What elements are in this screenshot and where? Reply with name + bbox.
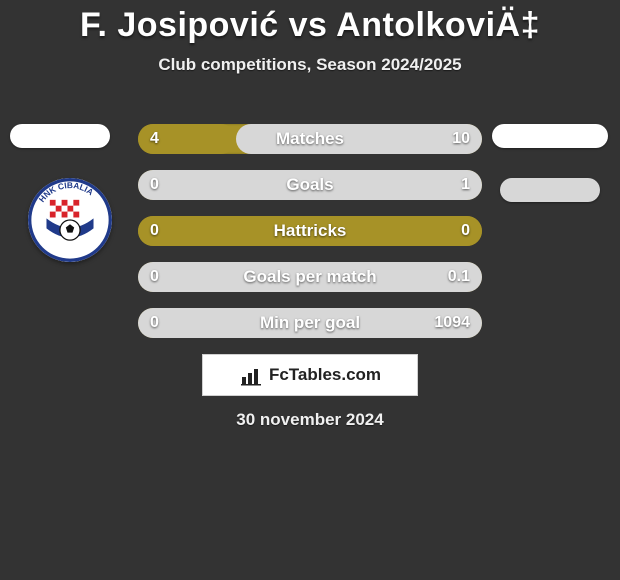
club-badge-left: HNK CIBALIA [28,178,112,262]
bar-chart-icon [239,363,263,387]
stat-row: Min per goal0 1094 [138,308,482,338]
club-badge-icon: HNK CIBALIA [28,178,112,262]
player-right-avatar [492,124,608,148]
player-right-club-avatar [500,178,600,202]
stat-value-right: 0 [461,216,470,246]
stat-label: Min per goal [138,308,482,338]
stat-value-left: 0 [150,308,159,338]
stat-value-right: 1 [461,170,470,200]
stat-value-left: 0 [150,170,159,200]
player-left-avatar [10,124,110,148]
stat-value-right: 10 [452,124,470,154]
stat-value-right: 1094 [434,308,470,338]
stat-row: Goals per match0 0.1 [138,262,482,292]
stat-row: Matches4 10 [138,124,482,154]
subtitle: Club competitions, Season 2024/2025 [0,55,620,75]
stats-bars: Matches410Goals01Hattricks00Goals per ma… [138,124,482,354]
date-label: 30 november 2024 [0,410,620,430]
stat-label: Goals [138,170,482,200]
stat-label: Matches [138,124,482,154]
stat-value-left: 0 [150,262,159,292]
brand-text: FcTables.com [269,365,381,385]
brand-logo: FcTables.com [202,354,418,396]
page-title: F. Josipović vs AntolkoviÄ‡ [0,0,620,45]
stat-row: Goals0 1 [138,170,482,200]
stat-value-left: 4 [150,124,159,154]
stat-value-left: 0 [150,216,159,246]
stat-row: Hattricks0 0 [138,216,482,246]
stat-value-right: 0.1 [448,262,470,292]
stat-label: Goals per match [138,262,482,292]
stat-label: Hattricks [138,216,482,246]
